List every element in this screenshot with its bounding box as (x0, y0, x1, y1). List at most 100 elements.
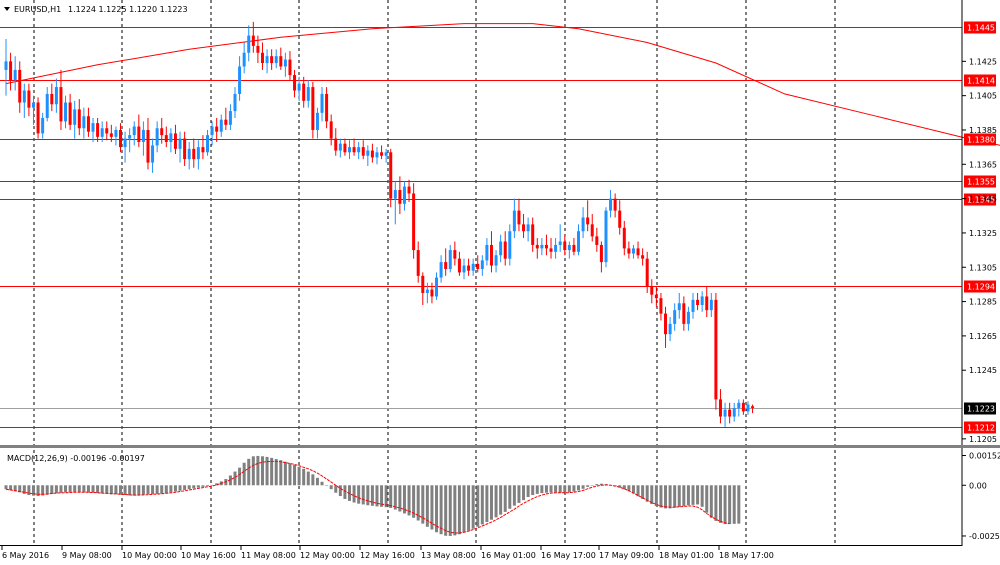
price-tick-label: 1.1365 (969, 160, 997, 169)
macd-histogram-bar (494, 485, 498, 518)
macd-histogram-bar (151, 485, 155, 495)
candle-body (100, 128, 104, 137)
macd-histogram-bar (366, 485, 370, 506)
macd-histogram-bar (187, 485, 191, 490)
macd-histogram-bar (238, 467, 242, 486)
macd-histogram-bar (723, 485, 727, 525)
macd-tick-label: -0.00259 (969, 532, 1000, 541)
candle-body (609, 198, 613, 211)
candle-body (256, 45, 260, 53)
macd-histogram-bar (673, 485, 677, 508)
macd-histogram-bar (439, 485, 443, 535)
macd-histogram-bar (18, 485, 22, 493)
candle-body (453, 250, 457, 259)
candle-body (554, 244, 558, 252)
macd-histogram-bar (631, 485, 635, 494)
candle-body (320, 93, 324, 113)
candle-body (526, 224, 530, 232)
current-price-label: 1.1223 (967, 405, 995, 414)
macd-histogram-bar (36, 485, 40, 497)
time-tick-label: 11 May 08:00 (241, 551, 296, 560)
candle-body (169, 133, 173, 142)
macd-histogram-bar (173, 485, 177, 492)
candle-body (535, 244, 539, 249)
macd-histogram-bar (540, 485, 544, 494)
candle-body (654, 294, 658, 299)
macd-histogram-bar (595, 484, 599, 486)
candle-body (105, 128, 109, 134)
macd-histogram-bar (554, 485, 558, 493)
macd-histogram-bar (664, 485, 668, 509)
macd-histogram-bar (210, 484, 214, 486)
macd-histogram-bar (338, 485, 342, 497)
macd-histogram-bar (563, 485, 567, 493)
macd-histogram-bar (462, 485, 466, 533)
candle-body (691, 299, 695, 312)
candle-body (457, 258, 461, 273)
macd-histogram-bar (499, 485, 503, 515)
time-tick-label: 18 May 01:00 (659, 551, 714, 560)
macd-histogram-bar (718, 485, 722, 523)
candle-body (36, 102, 40, 134)
macd-histogram-bar (4, 485, 8, 490)
candle-body (361, 147, 365, 156)
candle-body (480, 260, 484, 269)
quote-values: 1.1224 1.1225 1.1220 1.1223 (68, 5, 188, 14)
macd-histogram-bar (476, 485, 480, 527)
candle-body (238, 66, 242, 94)
level-price-label: 1.1212 (967, 424, 995, 433)
candle-body (618, 210, 622, 228)
candle-body (348, 147, 351, 153)
macd-histogram-bar (737, 485, 741, 524)
price-tick-label: 1.1345 (969, 195, 997, 204)
candle-body (590, 224, 594, 237)
macd-histogram-bar (435, 485, 439, 533)
macd-histogram-bar (96, 485, 100, 494)
candle-body (389, 152, 393, 199)
price-tick-label: 1.1265 (969, 332, 997, 341)
macd-histogram-bar (164, 485, 168, 494)
time-tick-label: 16 May 01:00 (481, 551, 536, 560)
candle-body (393, 190, 397, 199)
candle-body (206, 135, 210, 153)
level-price-tag (964, 421, 996, 434)
candle-body (357, 147, 361, 153)
macd-histogram-bar (700, 485, 704, 507)
candle-body (91, 123, 95, 132)
candle-body (558, 241, 562, 245)
macd-histogram-bar (489, 485, 493, 520)
level-price-label: 1.1380 (967, 136, 995, 145)
macd-histogram-bar (599, 483, 603, 486)
candle-body (334, 138, 338, 151)
chart-menu-triangle-icon[interactable] (4, 7, 10, 11)
macd-histogram-bar (311, 474, 315, 486)
candle-body (636, 248, 640, 256)
candle-body (228, 111, 232, 125)
candle-body (384, 152, 388, 156)
candle-body (242, 52, 246, 67)
horizontal-levels[interactable] (0, 27, 962, 428)
candle-body (732, 407, 736, 417)
candle-body (146, 129, 150, 163)
candle-body (613, 198, 617, 211)
price-axis: 1.1445 1.1414 1.1380 1.1355 1.1345 1.1294 1.12… (962, 21, 1000, 541)
macd-histogram-bar (444, 485, 448, 536)
candle-body (668, 323, 672, 335)
macd-histogram-bar (641, 485, 645, 499)
candle-body (737, 402, 741, 408)
macd-histogram-bar (64, 485, 68, 493)
candle-body (68, 102, 72, 125)
panel-separator[interactable] (0, 445, 1000, 448)
macd-histogram-bar (343, 485, 347, 499)
macd-histogram-bar (54, 485, 58, 494)
candle-body (485, 244, 489, 261)
candle-body (45, 93, 49, 118)
macd-histogram-bar (215, 483, 219, 486)
macd-histogram-bar (705, 485, 709, 513)
time-tick-label: 10 May 00:00 (122, 551, 177, 560)
macd-histogram-bar (567, 485, 571, 493)
price-tick-label: 1.1385 (969, 126, 997, 135)
candle-body (160, 128, 164, 136)
candle-body (31, 102, 35, 108)
